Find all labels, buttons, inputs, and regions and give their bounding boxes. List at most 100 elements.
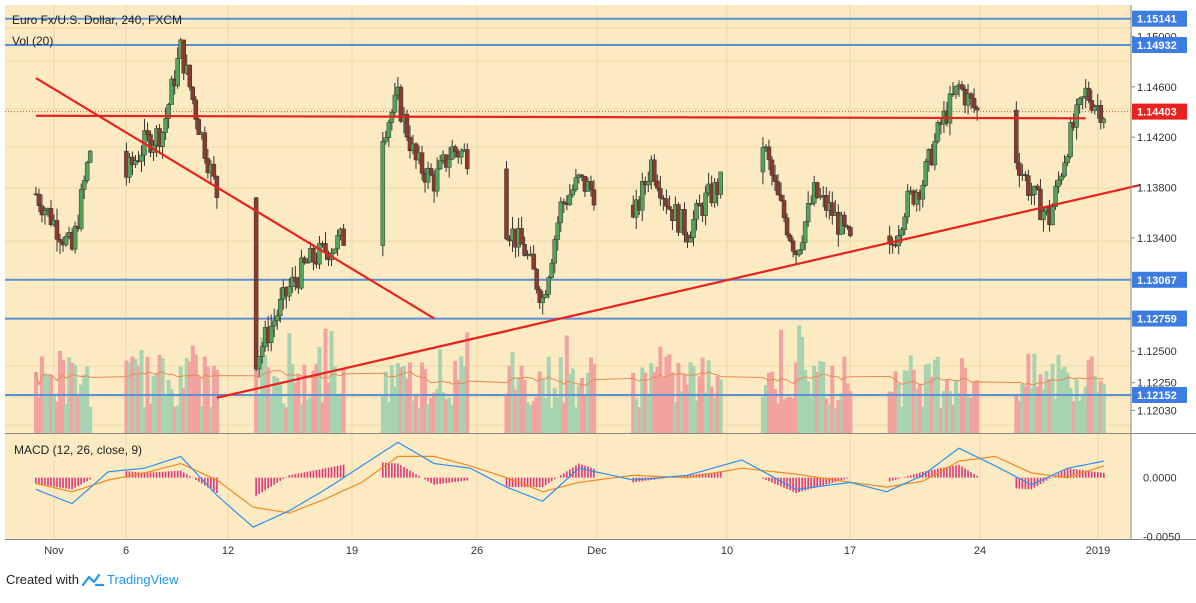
candle-body xyxy=(1038,188,1043,221)
volume-bar xyxy=(969,397,974,433)
volume-bar xyxy=(296,375,301,433)
volume-bar xyxy=(272,376,277,433)
volume-bar xyxy=(323,328,328,433)
time-tick-label: Dec xyxy=(587,545,607,557)
volume-bar xyxy=(52,393,56,433)
candle-body xyxy=(537,289,542,303)
price-tick-label: 1.12250 xyxy=(1137,378,1177,390)
candle-body xyxy=(1032,185,1037,195)
volume-bar xyxy=(317,347,322,433)
volume-bar xyxy=(972,381,977,433)
volume-bar xyxy=(766,372,771,433)
candle-body xyxy=(899,229,904,236)
volume-bar xyxy=(320,402,325,433)
candle-body xyxy=(148,134,153,153)
volume-bar xyxy=(278,382,283,433)
volume-bar xyxy=(79,384,84,433)
candle-body xyxy=(1098,105,1104,123)
candle-body xyxy=(63,236,69,246)
volume-bar xyxy=(284,407,289,433)
time-axis[interactable]: Nov 6 12 19 26 Dec 10 17 24 2019 xyxy=(44,545,1110,557)
time-tick-label: 26 xyxy=(471,545,483,557)
volume-bar xyxy=(45,374,50,433)
volume-bar xyxy=(432,392,437,433)
volume-bar xyxy=(1059,369,1064,433)
candle-body xyxy=(1026,175,1031,196)
volume-bar xyxy=(305,399,310,433)
volume-bar xyxy=(941,390,946,433)
candle-body xyxy=(459,150,464,158)
volume-bar xyxy=(447,397,452,433)
candle-body xyxy=(202,132,208,159)
volume-bar xyxy=(269,396,274,433)
volume-bar xyxy=(127,362,132,433)
candle-body xyxy=(658,188,663,199)
candle-body xyxy=(848,227,853,237)
candle-body xyxy=(968,93,974,99)
volume-bar xyxy=(314,363,319,433)
candle-body xyxy=(561,201,567,204)
candle-body xyxy=(790,240,796,252)
candle-body xyxy=(640,181,645,211)
volume-bar xyxy=(1092,375,1097,433)
volume-bar xyxy=(389,365,394,433)
tradingview-logo-icon[interactable] xyxy=(81,573,104,587)
volume-bar xyxy=(1047,379,1052,433)
macd-indicator xyxy=(35,441,1105,528)
candle-body xyxy=(57,239,63,243)
volume-bar xyxy=(55,401,60,433)
volume-bar xyxy=(845,383,850,433)
candles xyxy=(33,37,1107,377)
level-badge: 1.13067 xyxy=(1137,275,1177,287)
candle-body xyxy=(392,94,398,113)
volume-bar xyxy=(631,372,636,433)
price-tick-label: 1.12500 xyxy=(1137,346,1177,358)
volume-bar xyxy=(395,363,400,433)
candle-body xyxy=(796,249,802,256)
volume-bar xyxy=(522,379,527,433)
candle-body xyxy=(760,147,766,173)
volume-bar xyxy=(290,363,295,433)
volume-bar xyxy=(779,329,784,433)
volume-bar xyxy=(667,354,672,433)
candle-body xyxy=(1035,185,1040,190)
volume-bar xyxy=(579,377,584,433)
candle-body xyxy=(1056,179,1061,187)
tradingview-brand[interactable]: TradingView xyxy=(106,572,179,587)
volume-bar xyxy=(1038,374,1043,433)
volume-bar xyxy=(190,345,195,433)
volume-bar xyxy=(564,335,569,433)
volume-bar xyxy=(785,397,790,433)
candle-body xyxy=(1014,109,1019,164)
candle-body xyxy=(655,180,660,189)
volume-bar xyxy=(923,364,928,433)
volume-bar xyxy=(791,398,796,433)
candle-body xyxy=(437,160,443,170)
volume-bar xyxy=(456,379,461,433)
volume-bar xyxy=(1053,399,1058,433)
volume-bar xyxy=(528,405,533,433)
candle-body xyxy=(274,315,280,322)
level-badge: 1.12759 xyxy=(1137,314,1177,326)
volume-bar xyxy=(803,369,808,433)
volume-bar xyxy=(543,398,548,433)
volume-bar xyxy=(187,361,192,433)
candle-body xyxy=(805,203,811,223)
volume-bar xyxy=(682,374,687,433)
volume-bar xyxy=(33,371,38,433)
volume-bar xyxy=(932,359,937,433)
volume-bar xyxy=(1065,372,1070,433)
candle-body xyxy=(814,182,820,198)
volume-bar xyxy=(260,337,265,433)
candle-body xyxy=(543,294,548,298)
volume-bar xyxy=(552,387,557,433)
candle-body xyxy=(404,113,410,138)
candle-body xyxy=(446,159,452,168)
candle-body xyxy=(808,202,814,205)
volume-bar xyxy=(208,407,213,433)
level-badge-bg xyxy=(1132,310,1187,327)
candle-body xyxy=(42,210,48,216)
volume-bar xyxy=(706,360,711,433)
volume-bar xyxy=(582,394,587,433)
